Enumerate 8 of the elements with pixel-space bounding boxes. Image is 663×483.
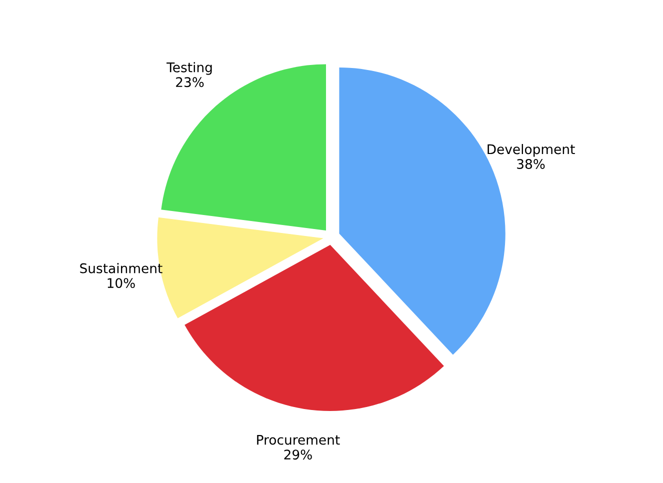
data-label: 29% [284,450,312,460]
data-label: 10% [108,278,135,288]
slice-label: Development [488,144,575,157]
data-label: 38% [517,159,545,169]
slice-label: Testing [166,62,212,75]
slice-label: Procurement [257,435,340,445]
data-label: 23% [176,77,204,88]
slice-label: Sustainment [80,263,162,274]
